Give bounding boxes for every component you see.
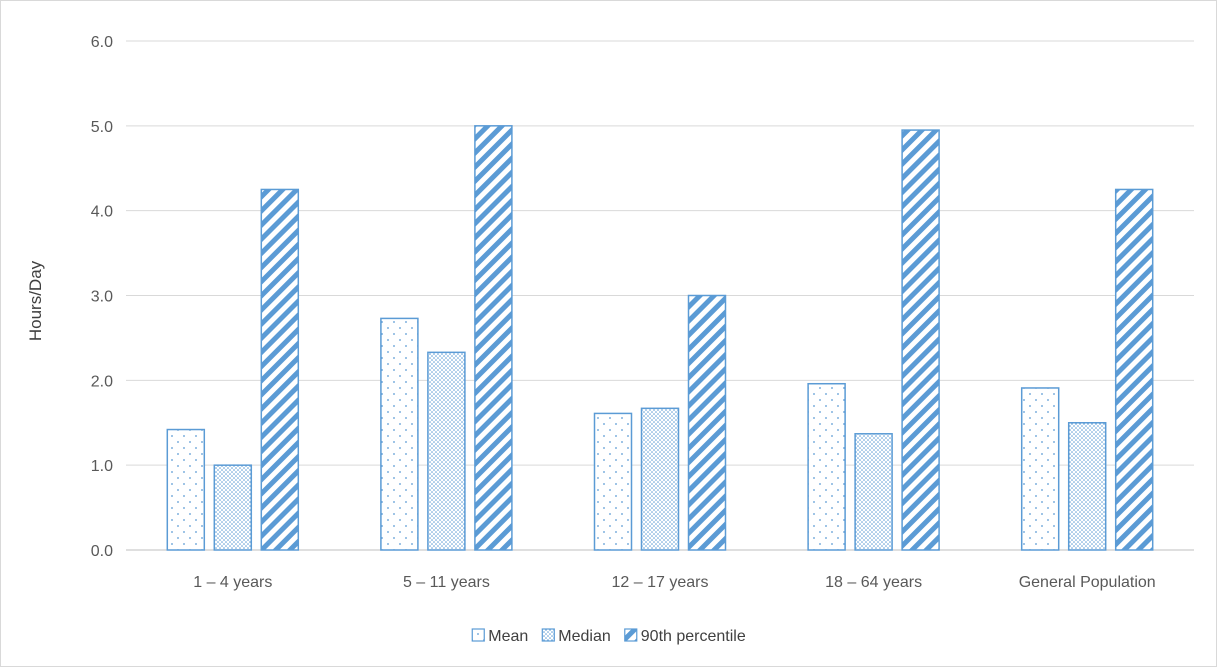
y-tick-label: 3.0 bbox=[91, 289, 113, 306]
y-axis-title: Hours/Day bbox=[26, 260, 45, 341]
bar-median bbox=[854, 433, 893, 551]
legend: Mean Median 90th percentile bbox=[471, 628, 746, 645]
y-tick-label: 0.0 bbox=[91, 543, 113, 560]
x-tick-label: 18 – 64 years bbox=[825, 574, 922, 591]
bar-mean bbox=[1020, 387, 1060, 551]
x-tick-label: General Population bbox=[1019, 574, 1156, 591]
y-tick-label: 6.0 bbox=[91, 34, 113, 51]
legend-label: 90th percentile bbox=[641, 628, 746, 645]
bar-median bbox=[640, 407, 680, 551]
bar-median bbox=[213, 464, 253, 551]
y-axis-tick-labels: 0.0 1.0 2.0 3.0 4.0 5.0 6.0 bbox=[91, 34, 113, 560]
bar-90th-percentile bbox=[260, 188, 300, 551]
legend-swatch bbox=[541, 628, 555, 642]
y-tick-label: 5.0 bbox=[91, 119, 113, 136]
bar-median bbox=[1067, 422, 1107, 551]
y-tick-label: 1.0 bbox=[91, 458, 113, 475]
bar-mean bbox=[807, 382, 846, 551]
legend-item: Mean bbox=[471, 628, 528, 645]
bar-mean bbox=[166, 428, 206, 551]
legend-label: Median bbox=[558, 628, 610, 645]
x-tick-label: 1 – 4 years bbox=[193, 574, 272, 591]
legend-label: Mean bbox=[488, 628, 528, 645]
y-tick-label: 4.0 bbox=[91, 204, 113, 221]
bar-median bbox=[427, 351, 466, 551]
legend-swatch bbox=[624, 628, 638, 642]
gridlines bbox=[126, 40, 1194, 551]
bar-90th-percentile bbox=[1114, 188, 1154, 551]
legend-item: Median bbox=[541, 628, 611, 645]
x-axis-tick-labels: 1 – 4 years 5 – 11 years 12 – 17 years 18 –… bbox=[193, 574, 1155, 591]
bar-90th-percentile bbox=[474, 125, 513, 551]
bar-mean bbox=[380, 317, 419, 551]
y-tick-label: 2.0 bbox=[91, 373, 113, 390]
x-tick-label: 12 – 17 years bbox=[612, 574, 709, 591]
x-tick-label: 5 – 11 years bbox=[403, 574, 490, 591]
legend-swatch bbox=[471, 628, 485, 642]
bar-90th-percentile bbox=[901, 129, 940, 551]
bar-mean bbox=[593, 412, 633, 551]
bar-90th-percentile bbox=[687, 294, 727, 551]
legend-item: 90th percentile bbox=[624, 628, 746, 645]
bars bbox=[166, 125, 1154, 551]
